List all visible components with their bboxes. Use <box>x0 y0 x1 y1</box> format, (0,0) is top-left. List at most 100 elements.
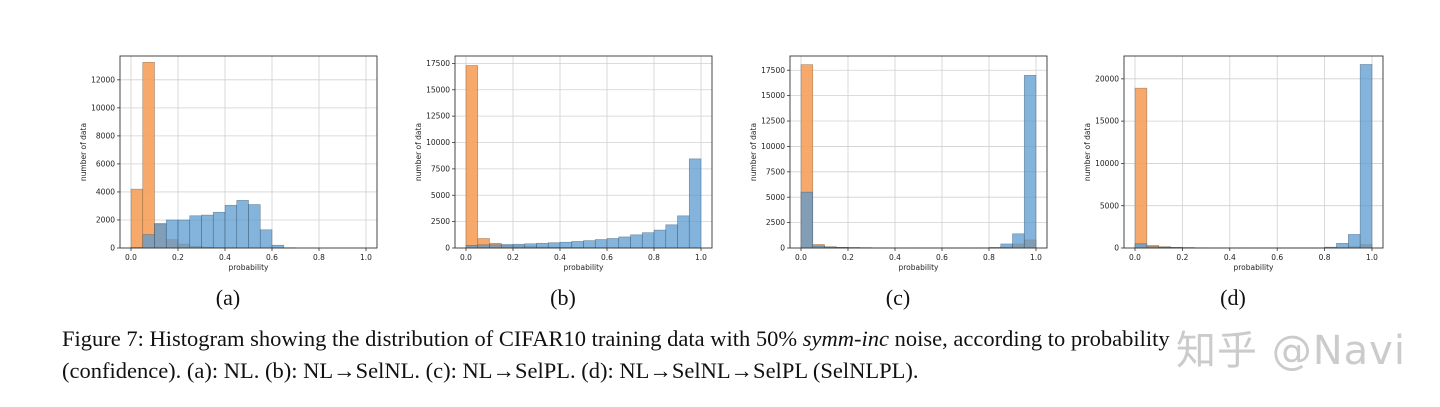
x-tick-label: 0.6 <box>1271 253 1283 262</box>
x-axis-label: probability <box>228 263 269 272</box>
plot-frame <box>119 55 378 249</box>
y-tick-label: 12000 <box>91 75 115 84</box>
plot-frame <box>454 55 713 249</box>
y-tick-label: 10000 <box>1095 159 1119 168</box>
y-tick-label: 0 <box>445 244 450 253</box>
bar-blue <box>259 229 273 249</box>
x-tick-label: 0.6 <box>601 253 613 262</box>
y-tick-label: 15000 <box>761 91 785 100</box>
panel-caption: (c) <box>886 285 910 310</box>
x-tick-label: 0.2 <box>842 253 854 262</box>
x-tick-label: 0.2 <box>172 253 184 262</box>
bar-blue <box>571 241 584 249</box>
panel-d: 0.0 0.2 0.4 0.6 0.8 1.0 0 5000 10000 15000 20000 pr… <box>1083 55 1384 310</box>
y-tick-label: 10000 <box>761 142 785 151</box>
y-tick-label: 7500 <box>431 164 450 173</box>
y-tick-label: 17500 <box>426 59 450 68</box>
x-tick-label: 0.6 <box>266 253 278 262</box>
panel-caption: (a) <box>216 285 240 310</box>
caption-italic: symm-inc <box>802 326 890 351</box>
x-tick-label: 0.0 <box>795 253 807 262</box>
x-tick-label: 0.8 <box>983 253 995 262</box>
x-tick-label: 0.8 <box>1319 253 1331 262</box>
bar-blue <box>559 241 573 249</box>
y-axis-label: number of data <box>79 123 88 181</box>
bar-blue <box>800 191 814 249</box>
x-tick-label: 0.4 <box>889 253 901 262</box>
caption-mid: noise, according to probability <box>889 326 1170 351</box>
y-axis-label: number of data <box>749 123 758 181</box>
bar-blue <box>1348 234 1361 249</box>
y-tick-label: 5000 <box>1100 201 1119 210</box>
bar-blue <box>641 232 655 249</box>
x-axis-label: probability <box>563 263 604 272</box>
bar-blue <box>154 223 167 249</box>
x-tick-label: 1.0 <box>1030 253 1042 262</box>
bar-orange <box>130 188 144 249</box>
bar-blue <box>201 214 214 249</box>
y-axis-label: number of data <box>414 123 423 181</box>
y-tick-label: 10000 <box>91 103 115 112</box>
y-tick-label: 2500 <box>766 218 785 227</box>
y-tick-label: 6000 <box>96 160 115 169</box>
y-tick-label: 2000 <box>96 216 115 225</box>
bar-blue <box>1000 243 1013 249</box>
y-tick-label: 20000 <box>1095 74 1119 83</box>
bar-blue <box>142 234 155 249</box>
y-tick-label: 4000 <box>96 188 115 197</box>
bar-orange <box>1134 87 1148 249</box>
x-tick-label: 1.0 <box>360 253 372 262</box>
bar-blue <box>583 240 596 249</box>
bar-blue <box>536 242 549 249</box>
bar-blue <box>1012 233 1025 249</box>
panel-caption: (d) <box>1220 285 1246 310</box>
bar-blue <box>653 229 667 249</box>
y-tick-label: 0 <box>1114 244 1119 253</box>
panel-b: 0.0 0.2 0.4 0.6 0.8 1.0 0 2500 5000 7500 10000 1250… <box>414 55 713 310</box>
bar-blue <box>212 211 226 249</box>
x-tick-label: 0.6 <box>936 253 948 262</box>
caption-line2: (confidence). (a): NL. (b): NL→SelNL. (c… <box>62 358 919 383</box>
caption-lead: Figure 7: Histogram showing the distribu… <box>62 326 803 351</box>
y-tick-label: 7500 <box>766 167 785 176</box>
x-tick-label: 0.0 <box>1129 253 1141 262</box>
x-tick-label: 0.2 <box>1176 253 1188 262</box>
bar-orange <box>142 62 155 249</box>
bar-blue <box>224 204 238 249</box>
bar-blue <box>500 244 514 249</box>
y-tick-label: 15000 <box>1095 117 1119 126</box>
bar-blue <box>477 244 490 249</box>
bar-blue <box>189 215 202 249</box>
y-tick-label: 0 <box>780 244 785 253</box>
x-tick-label: 0.0 <box>125 253 137 262</box>
bar-blue <box>524 243 537 249</box>
bar-blue <box>1134 243 1148 249</box>
panel-caption: (b) <box>550 285 576 310</box>
bar-blue <box>688 158 702 249</box>
bar-blue <box>594 239 608 249</box>
bar-orange <box>465 65 479 249</box>
y-tick-label: 0 <box>110 244 115 253</box>
x-tick-label: 1.0 <box>695 253 707 262</box>
bar-blue <box>630 234 643 249</box>
panel-a: 0.0 0.2 0.4 0.6 0.8 1.0 0 2000 4000 6000 8000 10000… <box>79 55 378 310</box>
bar-blue <box>618 236 631 249</box>
plot-frame <box>789 55 1048 249</box>
panel-c: 0.0 0.2 0.4 0.6 0.8 1.0 0 2500 5000 7500 10000 1250… <box>749 55 1048 310</box>
x-tick-label: 0.4 <box>554 253 566 262</box>
bar-blue <box>489 244 502 249</box>
x-axis-label: probability <box>1233 263 1274 272</box>
figure-caption: Figure 7: Histogram showing the distribu… <box>62 323 1392 387</box>
bar-blue <box>236 200 249 249</box>
x-tick-label: 0.4 <box>1224 253 1236 262</box>
y-tick-label: 10000 <box>426 138 450 147</box>
x-tick-label: 0.0 <box>460 253 472 262</box>
x-axis-label: probability <box>898 263 939 272</box>
x-tick-label: 1.0 <box>1366 253 1378 262</box>
x-tick-label: 0.8 <box>313 253 325 262</box>
bar-blue <box>665 224 678 249</box>
bar-blue <box>177 219 191 249</box>
y-tick-label: 12500 <box>761 117 785 126</box>
bar-blue <box>1336 243 1349 249</box>
